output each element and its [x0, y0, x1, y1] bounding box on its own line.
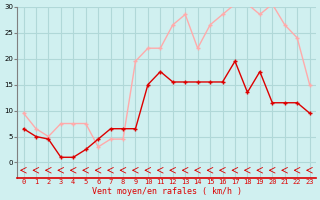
X-axis label: Vent moyen/en rafales ( km/h ): Vent moyen/en rafales ( km/h ) — [92, 187, 242, 196]
